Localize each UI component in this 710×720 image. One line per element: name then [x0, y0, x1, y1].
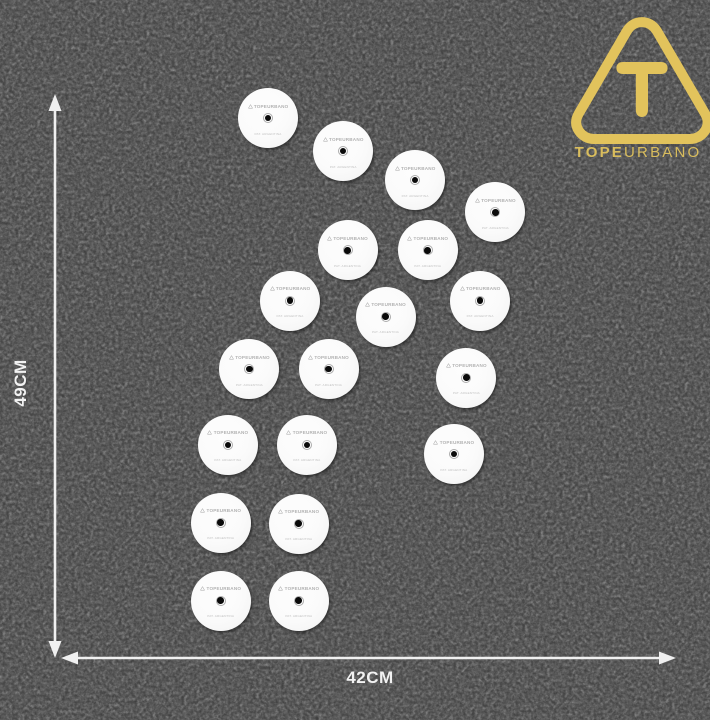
svg-text:49CM: 49CM: [11, 359, 30, 406]
